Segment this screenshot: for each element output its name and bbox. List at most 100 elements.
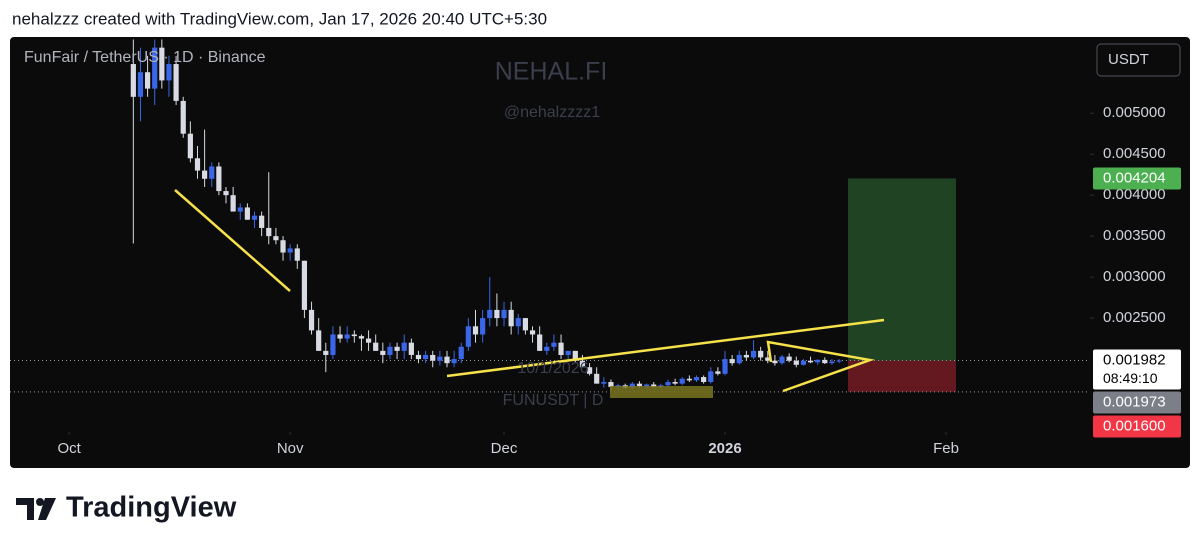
candle-body xyxy=(423,354,429,360)
candle-body xyxy=(323,350,329,355)
zone-box xyxy=(610,386,713,398)
candle-body xyxy=(551,342,557,347)
trend-line xyxy=(446,318,885,378)
candle-body xyxy=(316,330,322,351)
candle-body xyxy=(693,377,700,381)
candle-body xyxy=(408,342,414,355)
candle-body xyxy=(736,354,742,364)
candle-body xyxy=(765,357,771,361)
candle-body xyxy=(750,350,757,358)
triangle xyxy=(766,340,875,393)
candle-body xyxy=(480,318,486,335)
x-tick-label: Dec xyxy=(491,440,518,457)
candle-body xyxy=(173,64,179,101)
candle-body xyxy=(758,350,764,358)
candle-body xyxy=(686,378,692,381)
candle-body xyxy=(829,361,835,364)
candle-body xyxy=(394,346,400,351)
candle-body xyxy=(579,360,586,368)
symbol-title: FunFair / TetherUS · 1D · Binance xyxy=(24,49,266,66)
candle-body xyxy=(708,371,714,383)
candle-body xyxy=(508,309,514,327)
stop-zone xyxy=(848,360,956,392)
candle-body xyxy=(836,360,842,362)
candle-body xyxy=(401,342,407,351)
y-tick-label: 0.004500 xyxy=(1103,145,1166,162)
candle-body xyxy=(344,334,350,339)
candle-body xyxy=(786,356,792,361)
candle-body xyxy=(729,359,735,364)
candle-body xyxy=(800,360,807,365)
candle-body xyxy=(187,133,193,159)
candle-body xyxy=(301,260,308,310)
y-tick-label: 0.002500 xyxy=(1103,309,1166,326)
candle-body xyxy=(679,378,685,384)
x-tick-label: 2026 xyxy=(708,440,741,457)
candle-body xyxy=(772,360,778,364)
candle-body xyxy=(529,330,536,335)
candle-body xyxy=(487,309,493,319)
logo-icon xyxy=(16,498,56,520)
price-label: 0.001982 xyxy=(1103,352,1166,369)
candle-body xyxy=(807,360,814,363)
target-zone xyxy=(848,178,956,361)
header: nehalzzz created with TradingView.com, J… xyxy=(12,9,547,28)
candle-body xyxy=(330,334,336,355)
annotation: FUNUSDT | D xyxy=(503,392,604,409)
candle-body xyxy=(672,382,678,384)
candle-body xyxy=(722,359,728,374)
candle-body xyxy=(793,360,799,365)
candle-body xyxy=(608,382,614,387)
candle-body xyxy=(194,158,201,171)
candle-body xyxy=(629,383,635,388)
candle-body xyxy=(287,248,293,253)
candle-body xyxy=(237,207,243,212)
currency-button[interactable] xyxy=(1096,43,1181,77)
drawings xyxy=(174,189,885,393)
trend-line xyxy=(174,189,291,292)
price-label: 0.001973 xyxy=(1103,394,1166,411)
candle-body xyxy=(665,382,671,386)
candle-body xyxy=(415,354,422,360)
watermark-sub: @nehalzzzz1 xyxy=(504,104,600,121)
candle-body xyxy=(251,215,258,220)
candle-body xyxy=(230,195,236,212)
candle-body xyxy=(159,47,165,81)
y-tick-label: 0.003500 xyxy=(1103,227,1166,244)
candle-body xyxy=(715,371,721,374)
candle-body xyxy=(387,346,393,355)
candle-body xyxy=(337,334,343,339)
candle-body xyxy=(308,309,315,331)
candle-body xyxy=(515,318,521,327)
price-label-box xyxy=(1093,167,1181,190)
candle-body xyxy=(458,346,464,360)
candle-body xyxy=(643,384,650,387)
candle-body xyxy=(494,309,500,319)
currency-label[interactable]: USDT xyxy=(1108,51,1149,68)
price-label: 0.001600 xyxy=(1103,418,1166,435)
candle-body xyxy=(501,309,507,319)
candle-body xyxy=(180,100,186,134)
candle-body xyxy=(537,334,543,351)
candle-body xyxy=(465,326,471,347)
watermark: NEHAL.FI xyxy=(495,58,608,86)
candle-body xyxy=(437,356,443,361)
candle-body xyxy=(601,382,607,384)
candle-body xyxy=(351,334,357,337)
candle-body xyxy=(280,240,286,253)
candle-body xyxy=(365,338,372,343)
candle-body xyxy=(743,354,749,358)
candle-body xyxy=(565,350,571,355)
candle-body xyxy=(779,356,785,364)
candle-body xyxy=(202,170,208,179)
candle-body xyxy=(636,383,643,387)
candle-body xyxy=(358,336,365,339)
candle-body xyxy=(430,354,436,361)
candle-body xyxy=(594,373,600,384)
countdown: 08:49:10 xyxy=(1103,370,1158,386)
logo-text: TradingView xyxy=(66,492,237,524)
x-tick-label: Nov xyxy=(277,440,304,457)
x-tick-label: Feb xyxy=(933,440,959,457)
